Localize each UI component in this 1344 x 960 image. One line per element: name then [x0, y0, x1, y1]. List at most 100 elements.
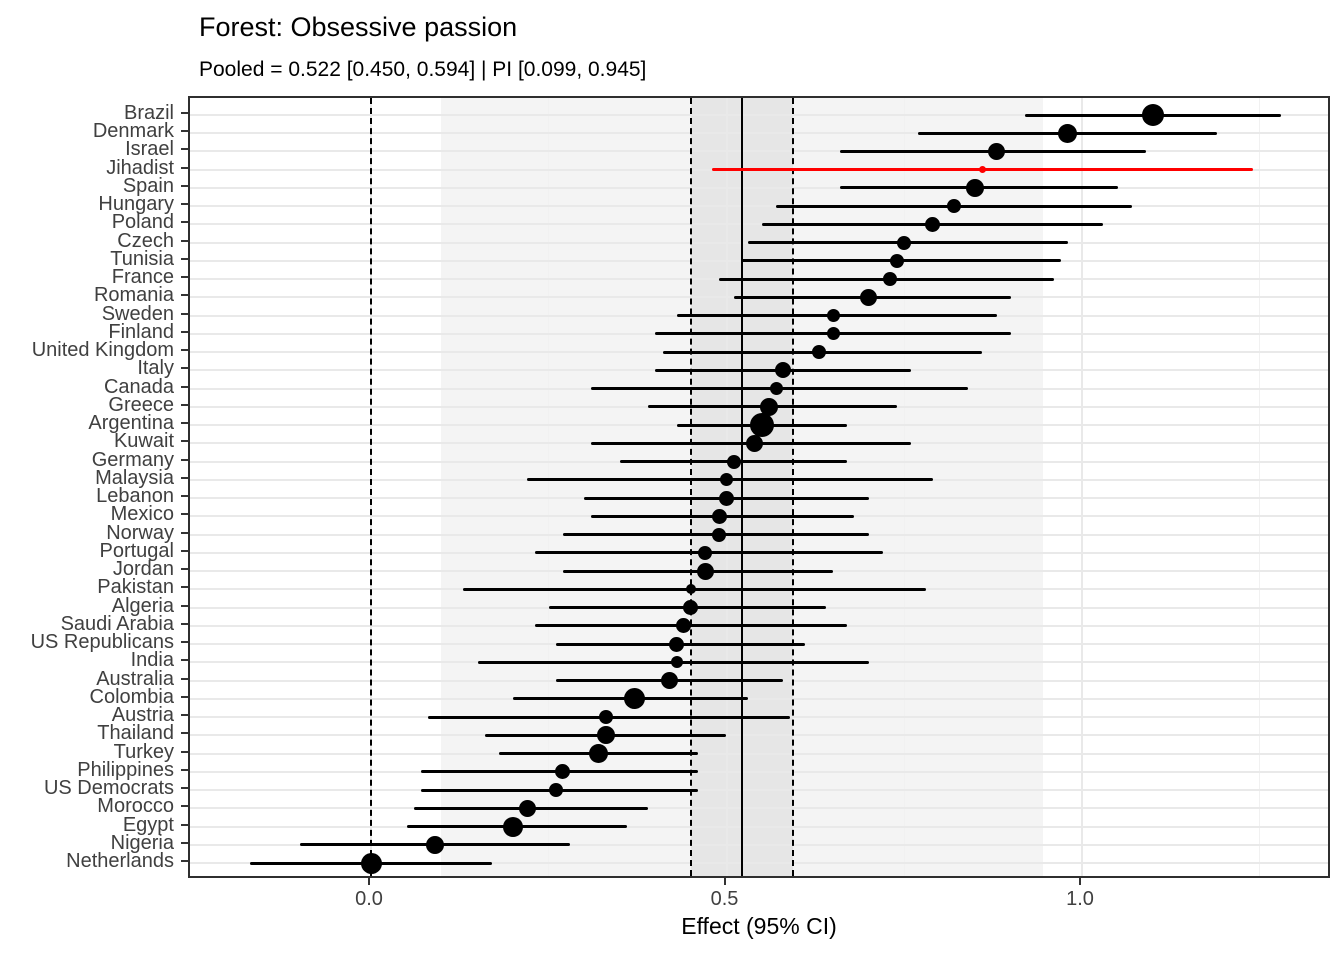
- chart-title: Forest: Obsessive passion: [199, 12, 518, 42]
- study-point: [726, 454, 741, 469]
- study-point: [719, 490, 734, 506]
- y-tick: [181, 805, 188, 808]
- y-axis-label: Austria: [111, 704, 174, 727]
- y-tick: [181, 641, 188, 644]
- y-tick: [181, 312, 188, 315]
- study-point: [883, 272, 898, 287]
- y-axis-label: France: [111, 266, 174, 289]
- y-tick: [181, 841, 188, 844]
- y-tick: [181, 203, 188, 206]
- study-point: [548, 783, 563, 798]
- y-tick: [181, 422, 188, 425]
- study-point: [769, 382, 783, 396]
- study-point: [811, 345, 826, 360]
- y-axis-label: Algeria: [111, 594, 174, 617]
- chart-subtitle: Pooled = 0.522 [0.450, 0.594] | PI [0.09…: [199, 58, 647, 81]
- y-axis-label: Jordan: [112, 558, 174, 581]
- y-axis-label: Hungary: [98, 193, 174, 216]
- row-gridline: [190, 223, 1328, 226]
- y-axis-label: Brazil: [123, 102, 174, 124]
- y-tick: [181, 495, 188, 498]
- y-tick: [181, 622, 188, 625]
- study-point: [711, 508, 727, 524]
- row-gridline: [190, 132, 1328, 135]
- row-gridline: [190, 734, 1328, 737]
- row-gridline: [190, 825, 1328, 828]
- y-tick: [181, 732, 188, 735]
- study-point: [623, 688, 645, 710]
- study-point: [683, 600, 699, 616]
- minor-gridline: [548, 98, 550, 876]
- y-axis-label: Tunisia: [110, 247, 174, 270]
- y-axis-label: India: [130, 649, 174, 672]
- study-point: [966, 178, 985, 197]
- y-tick: [181, 276, 188, 279]
- y-tick: [181, 166, 188, 169]
- study-point: [676, 618, 692, 634]
- y-axis-label: Mexico: [110, 503, 174, 526]
- y-axis-label: Czech: [117, 229, 174, 252]
- row-gridline: [190, 843, 1328, 846]
- zero-reference-dashed-line: [370, 98, 372, 876]
- y-tick: [181, 695, 188, 698]
- y-axis-label: Malaysia: [95, 466, 174, 489]
- y-axis-label: Israel: [125, 138, 174, 161]
- y-tick: [181, 257, 188, 260]
- x-tick: [1079, 878, 1081, 885]
- x-tick: [368, 878, 370, 885]
- y-tick: [181, 568, 188, 571]
- y-tick: [181, 385, 188, 388]
- y-tick: [181, 513, 188, 516]
- row-gridline: [190, 789, 1328, 792]
- y-tick: [181, 221, 188, 224]
- x-tick: [723, 878, 726, 885]
- study-point: [670, 656, 683, 669]
- study-point: [897, 235, 912, 250]
- row-gridline: [190, 807, 1328, 810]
- y-tick: [181, 714, 188, 717]
- row-gridline: [190, 697, 1328, 700]
- y-tick: [181, 349, 188, 352]
- pooled-estimate-line: [741, 98, 744, 876]
- study-point: [746, 434, 764, 452]
- y-tick: [181, 367, 188, 370]
- y-tick: [181, 823, 188, 826]
- y-tick: [181, 403, 188, 406]
- study-point: [696, 562, 714, 580]
- study-point: [360, 852, 382, 874]
- pooled-ci-high-dashed-line: [792, 98, 795, 876]
- y-tick: [181, 549, 188, 552]
- y-axis-label: Spain: [122, 174, 174, 197]
- x-tick-label: 0.5: [710, 888, 739, 910]
- y-axis-label: Portugal: [99, 539, 175, 562]
- y-tick: [181, 112, 188, 114]
- study-point: [860, 288, 878, 306]
- study-point: [826, 327, 840, 341]
- study-point: [775, 362, 792, 379]
- row-gridline: [190, 770, 1328, 773]
- y-tick: [181, 330, 188, 333]
- y-axis-label: Norway: [106, 521, 174, 544]
- y-axis-label: Colombia: [89, 685, 174, 708]
- study-point: [698, 545, 713, 560]
- plot-panel: [188, 96, 1330, 878]
- y-axis-label: Poland: [111, 211, 174, 234]
- y-tick: [181, 239, 188, 242]
- x-tick-label: 0.0: [355, 888, 383, 910]
- x-tick-label: 1.0: [1066, 888, 1094, 910]
- y-axis-label: Greece: [108, 393, 174, 416]
- row-gridline: [190, 186, 1328, 189]
- y-axis-label: Kuwait: [113, 430, 174, 453]
- study-point: [890, 253, 905, 268]
- row-gridline: [190, 114, 1328, 116]
- study-point: [518, 799, 536, 817]
- study-point: [925, 216, 941, 232]
- y-axis-label: Nigeria: [110, 831, 174, 854]
- y-tick: [181, 148, 188, 151]
- study-point: [685, 584, 696, 595]
- y-axis-label: Finland: [108, 320, 174, 343]
- study-point: [720, 473, 733, 487]
- study-point: [596, 726, 615, 745]
- row-gridline: [190, 150, 1328, 153]
